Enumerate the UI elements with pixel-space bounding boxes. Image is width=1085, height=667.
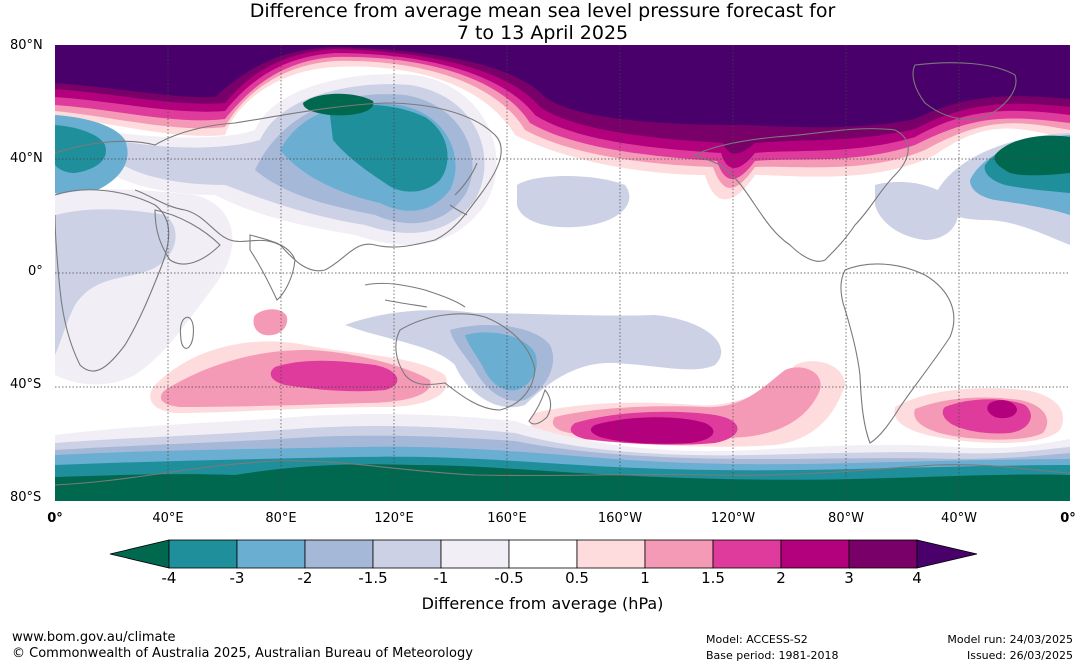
lon-label-40e: 40°E — [152, 511, 184, 526]
anomaly-indian-small-pink — [253, 309, 288, 336]
pressure-anomaly-map — [55, 45, 1070, 501]
colorbar-tick-label: -2 — [297, 569, 313, 587]
colorbar-cell — [372, 539, 442, 569]
coast-australia — [395, 313, 536, 411]
footer-model-run: Model run: 24/03/2025 — [947, 633, 1073, 646]
colorbar-tick-label: 1.5 — [701, 569, 725, 587]
lon-label-40w: 40°W — [941, 511, 977, 526]
anomaly-atlantic-s-dark-magenta — [987, 400, 1017, 419]
lat-label-40s: 40°S — [10, 377, 42, 392]
lat-label-80s: 80°S — [10, 490, 42, 505]
map-title-line2: 7 to 13 April 2025 — [456, 22, 629, 44]
colorbar-tick-label: 2 — [776, 569, 786, 587]
coastlines — [55, 62, 1070, 486]
coast-eurasia — [55, 102, 502, 272]
anomaly-aus-blue — [465, 332, 537, 391]
lon-label-80e: 80°E — [265, 511, 297, 526]
colorbar-tick-label: -1.5 — [358, 569, 388, 587]
colorbar-cell — [848, 539, 918, 569]
map-title-line1: Difference from average mean sea level p… — [249, 0, 836, 22]
anomaly-asia-dark-green — [303, 93, 374, 116]
anomaly-south-dark-green — [55, 464, 1070, 501]
colorbar-extend-high — [916, 539, 978, 569]
coast-japan — [449, 162, 478, 216]
lon-label-80w: 80°W — [828, 511, 864, 526]
coast-india — [249, 234, 296, 301]
coast-south-america — [840, 263, 955, 444]
anomaly-north-deep-purple — [55, 45, 1070, 128]
anomaly-atlantic-dark-green — [994, 135, 1070, 176]
coast-greenland — [912, 62, 1017, 120]
footer-website[interactable]: www.bom.gov.au/climate — [12, 630, 176, 645]
footer-left: www.bom.gov.au/climate © Commonwealth of… — [12, 630, 473, 662]
anomaly-indian-magenta — [270, 360, 398, 392]
colorbar-tick-label: -3 — [229, 569, 245, 587]
anomaly-pacific-lavender-2 — [875, 181, 959, 240]
colorbar-tick-label: 4 — [912, 569, 922, 587]
colorbar-tick-label: -0.5 — [494, 569, 524, 587]
colorbar-tick-label: -4 — [161, 569, 177, 587]
lon-label-120e: 120°E — [374, 511, 414, 526]
colorbar — [109, 539, 978, 569]
footer-copyright: © Commonwealth of Australia 2025, Austra… — [12, 646, 473, 661]
colorbar-tick-label: 0.5 — [565, 569, 589, 587]
lat-label-40n: 40°N — [10, 151, 43, 166]
coast-antarctica — [55, 460, 1070, 486]
lon-label-0-right: 0° — [1060, 511, 1076, 526]
footer-right: Model run: 24/03/2025 Issued: 26/03/2025 — [947, 632, 1073, 664]
lon-label-0-left: 0° — [47, 511, 63, 526]
footer-base-period: Base period: 1981-2018 — [706, 649, 839, 662]
lon-label-120w: 120°W — [710, 511, 756, 526]
colorbar-tick-label: -1 — [433, 569, 449, 587]
anomaly-asia-teal — [330, 105, 448, 192]
footer-issued: Issued: 26/03/2025 — [966, 649, 1073, 662]
colorbar-title: Difference from average (hPa) — [421, 594, 664, 613]
graticule — [55, 45, 1070, 501]
colorbar-cell — [644, 539, 714, 569]
anomaly-pacific-s-dark-magenta — [590, 417, 714, 444]
coast-africa — [55, 189, 170, 372]
coast-madagascar — [179, 316, 194, 349]
colorbar-cell — [712, 539, 782, 569]
colorbar-tick-label: 3 — [844, 569, 854, 587]
coast-arabia — [154, 209, 221, 265]
anomaly-pacific-lavender-1 — [517, 176, 630, 228]
anomaly-europe-teal — [55, 125, 106, 173]
lon-label-160e: 160°E — [487, 511, 527, 526]
colorbar-cell — [576, 539, 646, 569]
lat-label-equator: 0° — [28, 264, 43, 279]
colorbar-extend-low — [109, 539, 170, 569]
footer-model: Model: ACCESS-S2 — [706, 633, 808, 646]
anomaly-africa-grey — [55, 209, 176, 355]
colorbar-tick-label: 1 — [640, 569, 650, 587]
colorbar-cell — [236, 539, 306, 569]
colorbar-cell — [168, 539, 238, 569]
coast-north-america — [693, 128, 909, 262]
coast-indonesia — [364, 282, 466, 308]
colorbar-cells — [109, 539, 978, 569]
colorbar-cell — [304, 539, 374, 569]
colorbar-cell — [508, 539, 578, 569]
lat-label-80n: 80°N — [10, 38, 43, 53]
colorbar-cell — [780, 539, 850, 569]
colorbar-cell — [440, 539, 510, 569]
footer-middle: Model: ACCESS-S2 Base period: 1981-2018 — [706, 632, 838, 664]
coast-new-zealand — [528, 388, 552, 425]
lon-label-160w: 160°W — [597, 511, 643, 526]
